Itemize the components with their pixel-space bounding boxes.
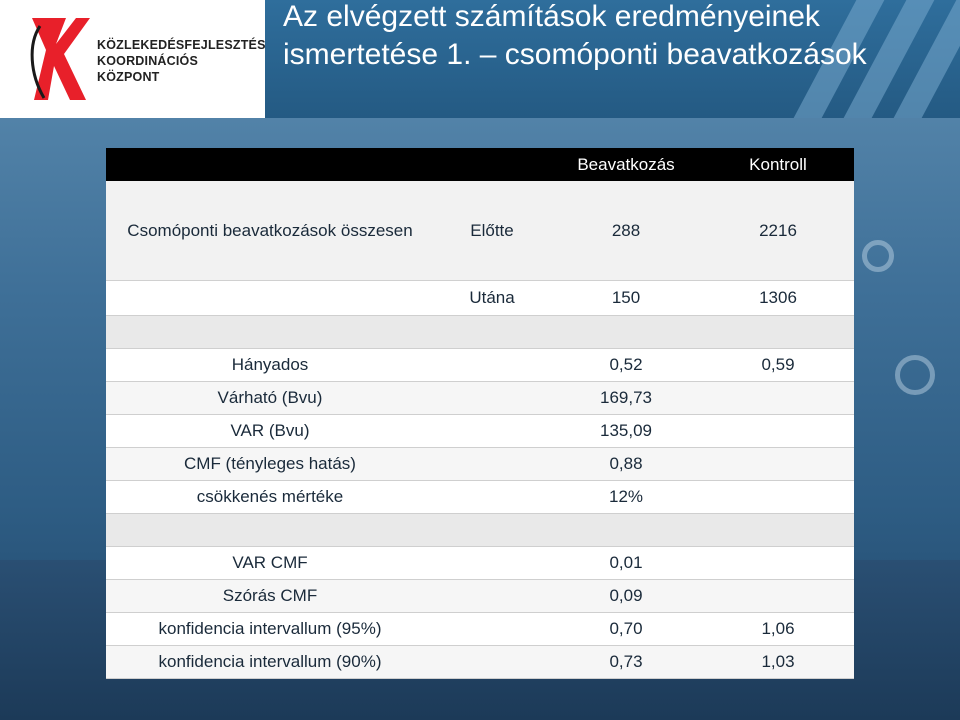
table-row: CMF (tényleges hatás) 0,88	[106, 447, 854, 481]
cell-var-beavatkozas: 135,09	[550, 414, 702, 448]
row-label-var: VAR (Bvu)	[106, 414, 434, 448]
logo-panel: KÖZLEKEDÉSFEJLESZTÉSI KOORDINÁCIÓS KÖZPO…	[0, 0, 280, 118]
column-header-kontroll: Kontroll	[702, 148, 854, 181]
row-label-konf95: konfidencia intervallum (95%)	[106, 612, 434, 646]
cell-var-cmf-beavatkozas: 0,01	[550, 546, 702, 580]
table-row: VAR (Bvu) 135,09	[106, 414, 854, 448]
row-label-var-cmf: VAR CMF	[106, 546, 434, 580]
table-row: Szórás CMF 0,09	[106, 579, 854, 613]
row-label-total: Csomóponti beavatkozások összesen	[106, 181, 434, 281]
page-title: Az elvégzett számítások eredményeinek is…	[283, 0, 867, 71]
cell-utana-label: Utána	[434, 280, 550, 316]
table-row: Csomóponti beavatkozások összesen Előtte…	[106, 181, 854, 281]
title-band	[265, 0, 960, 118]
decorative-circle	[895, 355, 935, 395]
column-header-beavatkozas: Beavatkozás	[550, 148, 702, 181]
cell-cmf-beavatkozas: 0,88	[550, 447, 702, 481]
table-row: Utána 150 1306	[106, 280, 854, 316]
cell-konf90-low: 0,73	[550, 645, 702, 679]
organization-name: KÖZLEKEDÉSFEJLESZTÉSI KOORDINÁCIÓS KÖZPO…	[97, 37, 269, 85]
cell-utana-beavatkozas: 150	[550, 280, 702, 316]
row-label-varhato: Várható (Bvu)	[106, 381, 434, 415]
row-label-cmf: CMF (tényleges hatás)	[106, 447, 434, 481]
results-table: Beavatkozás Kontroll Csomóponti beavatko…	[106, 148, 854, 679]
table-row: konfidencia intervallum (95%) 0,70 1,06	[106, 612, 854, 646]
cell-csokkenes-beavatkozas: 12%	[550, 480, 702, 514]
table-row: konfidencia intervallum (90%) 0,73 1,03	[106, 645, 854, 679]
row-label-konf90: konfidencia intervallum (90%)	[106, 645, 434, 679]
cell-konf95-low: 0,70	[550, 612, 702, 646]
cell-szoras-beavatkozas: 0,09	[550, 579, 702, 613]
row-label-hanyados: Hányados	[106, 348, 434, 382]
table-separator-row	[106, 315, 854, 349]
table-row: Hányados 0,52 0,59	[106, 348, 854, 382]
table-separator-row	[106, 513, 854, 547]
header-empty-cell	[434, 148, 550, 181]
header-empty-cell	[106, 148, 434, 181]
cell-utana-kontroll: 1306	[702, 280, 854, 316]
cell-hanyados-beavatkozas: 0,52	[550, 348, 702, 382]
cell-konf90-high: 1,03	[702, 645, 854, 679]
org-line-1: KÖZLEKEDÉSFEJLESZTÉSI	[97, 38, 270, 52]
cell-elotte-kontroll: 2216	[702, 181, 854, 281]
row-label-csokkenes: csökkenés mértéke	[106, 480, 434, 514]
cell-elotte-label: Előtte	[434, 181, 550, 281]
table-row: csökkenés mértéke 12%	[106, 480, 854, 514]
cell-elotte-beavatkozas: 288	[550, 181, 702, 281]
cell-hanyados-kontroll: 0,59	[702, 348, 854, 382]
org-line-3: KÖZPONT	[97, 70, 160, 84]
table-row: VAR CMF 0,01	[106, 546, 854, 580]
table-header-row: Beavatkozás Kontroll	[106, 148, 854, 181]
empty-cell	[106, 280, 434, 316]
decorative-circle	[862, 240, 894, 272]
row-label-szoras: Szórás CMF	[106, 579, 434, 613]
cell-konf95-high: 1,06	[702, 612, 854, 646]
organization-logo-icon	[30, 18, 90, 100]
table-row: Várható (Bvu) 169,73	[106, 381, 854, 415]
cell-varhato-beavatkozas: 169,73	[550, 381, 702, 415]
org-line-2: KOORDINÁCIÓS	[97, 54, 199, 68]
